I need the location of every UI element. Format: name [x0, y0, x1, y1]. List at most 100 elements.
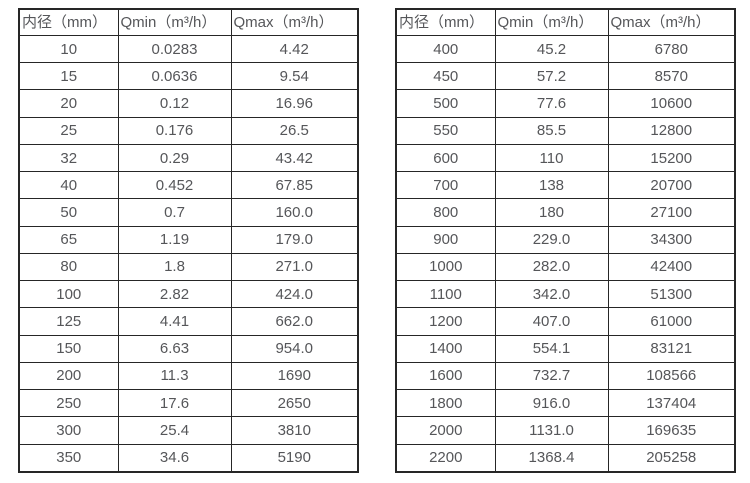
cell-qmin: 85.5: [494, 116, 609, 145]
table-row: 1000 282.0 42400: [395, 252, 736, 282]
table-row: 450 57.2 8570: [395, 62, 736, 91]
cell-qmax: 4.42: [230, 34, 359, 64]
cell-diameter: 400: [395, 34, 496, 64]
cell-qmin: 0.0283: [117, 34, 232, 64]
cell-qmax: 27100: [607, 198, 736, 227]
table-row: 1200 407.0 61000: [395, 307, 736, 336]
cell-qmin: 282.0: [494, 252, 609, 282]
cell-qmin: 0.29: [117, 143, 232, 173]
column-header-qmin: Qmin（m³/h）: [117, 8, 232, 36]
table-row: 2200 1368.4 205258: [395, 443, 736, 473]
cell-diameter: 1000: [395, 252, 496, 282]
cell-qmax: 16.96: [230, 89, 359, 118]
cell-diameter: 350: [18, 443, 119, 473]
cell-qmax: 6780: [607, 34, 736, 64]
cell-diameter: 450: [395, 62, 496, 91]
table-row: 200 11.3 1690: [18, 361, 359, 391]
table-row: 1800 916.0 137404: [395, 389, 736, 418]
table-row: 300 25.4 3810: [18, 416, 359, 445]
cell-diameter: 800: [395, 198, 496, 227]
table-row: 500 77.6 10600: [395, 89, 736, 118]
cell-qmax: 8570: [607, 62, 736, 91]
cell-diameter: 1100: [395, 280, 496, 309]
cell-qmax: 137404: [607, 389, 736, 418]
flow-table-large-diameters: 内径（mm） Qmin（m³/h） Qmax（m³/h） 400 45.2 6780…: [395, 8, 736, 473]
cell-qmin: 229.0: [494, 225, 609, 254]
cell-diameter: 600: [395, 143, 496, 173]
table-row: 100 2.82 424.0: [18, 280, 359, 309]
table-header-row: 内径（mm） Qmin（m³/h） Qmax（m³/h）: [18, 8, 359, 36]
table-row: 25 0.176 26.5: [18, 116, 359, 145]
cell-qmax: 1690: [230, 361, 359, 391]
table-row: 150 6.63 954.0: [18, 334, 359, 363]
cell-qmax: 12800: [607, 116, 736, 145]
cell-qmax: 169635: [607, 416, 736, 445]
cell-diameter: 2200: [395, 443, 496, 473]
table-row: 400 45.2 6780: [395, 34, 736, 64]
cell-qmin: 0.0636: [117, 62, 232, 91]
cell-qmax: 61000: [607, 307, 736, 336]
cell-diameter: 250: [18, 389, 119, 418]
cell-diameter: 2000: [395, 416, 496, 445]
cell-qmin: 34.6: [117, 443, 232, 473]
cell-diameter: 15: [18, 62, 119, 91]
table-row: 32 0.29 43.42: [18, 143, 359, 173]
cell-qmin: 17.6: [117, 389, 232, 418]
table-row: 20 0.12 16.96: [18, 89, 359, 118]
cell-diameter: 700: [395, 171, 496, 200]
cell-qmin: 77.6: [494, 89, 609, 118]
table-row: 65 1.19 179.0: [18, 225, 359, 254]
cell-diameter: 1200: [395, 307, 496, 336]
cell-diameter: 25: [18, 116, 119, 145]
table-row: 350 34.6 5190: [18, 443, 359, 473]
cell-diameter: 150: [18, 334, 119, 363]
cell-diameter: 1800: [395, 389, 496, 418]
column-header-qmin: Qmin（m³/h）: [494, 8, 609, 36]
cell-qmin: 1368.4: [494, 443, 609, 473]
table-row: 800 180 27100: [395, 198, 736, 227]
table-row: 15 0.0636 9.54: [18, 62, 359, 91]
cell-qmax: 205258: [607, 443, 736, 473]
cell-qmax: 67.85: [230, 171, 359, 200]
cell-diameter: 1400: [395, 334, 496, 363]
cell-qmin: 138: [494, 171, 609, 200]
cell-qmax: 20700: [607, 171, 736, 200]
cell-diameter: 200: [18, 361, 119, 391]
table-row: 600 110 15200: [395, 143, 736, 173]
cell-diameter: 32: [18, 143, 119, 173]
cell-qmax: 15200: [607, 143, 736, 173]
cell-qmax: 662.0: [230, 307, 359, 336]
cell-qmin: 6.63: [117, 334, 232, 363]
cell-qmin: 0.452: [117, 171, 232, 200]
cell-qmax: 51300: [607, 280, 736, 309]
cell-qmin: 45.2: [494, 34, 609, 64]
cell-qmax: 271.0: [230, 252, 359, 282]
cell-qmax: 34300: [607, 225, 736, 254]
cell-qmax: 9.54: [230, 62, 359, 91]
cell-qmin: 407.0: [494, 307, 609, 336]
cell-qmin: 11.3: [117, 361, 232, 391]
column-header-diameter: 内径（mm）: [18, 8, 119, 36]
table-row: 40 0.452 67.85: [18, 171, 359, 200]
cell-qmin: 2.82: [117, 280, 232, 309]
cell-qmax: 954.0: [230, 334, 359, 363]
cell-diameter: 125: [18, 307, 119, 336]
cell-diameter: 20: [18, 89, 119, 118]
table-row: 700 138 20700: [395, 171, 736, 200]
cell-qmax: 42400: [607, 252, 736, 282]
cell-diameter: 80: [18, 252, 119, 282]
cell-qmin: 1.8: [117, 252, 232, 282]
cell-diameter: 50: [18, 198, 119, 227]
cell-qmin: 180: [494, 198, 609, 227]
table-row: 250 17.6 2650: [18, 389, 359, 418]
table-row: 900 229.0 34300: [395, 225, 736, 254]
cell-qmin: 732.7: [494, 361, 609, 391]
cell-qmin: 554.1: [494, 334, 609, 363]
table-header-row: 内径（mm） Qmin（m³/h） Qmax（m³/h）: [395, 8, 736, 36]
table-row: 10 0.0283 4.42: [18, 34, 359, 64]
cell-qmax: 10600: [607, 89, 736, 118]
cell-qmax: 160.0: [230, 198, 359, 227]
table-row: 125 4.41 662.0: [18, 307, 359, 336]
cell-qmax: 424.0: [230, 280, 359, 309]
cell-qmax: 2650: [230, 389, 359, 418]
